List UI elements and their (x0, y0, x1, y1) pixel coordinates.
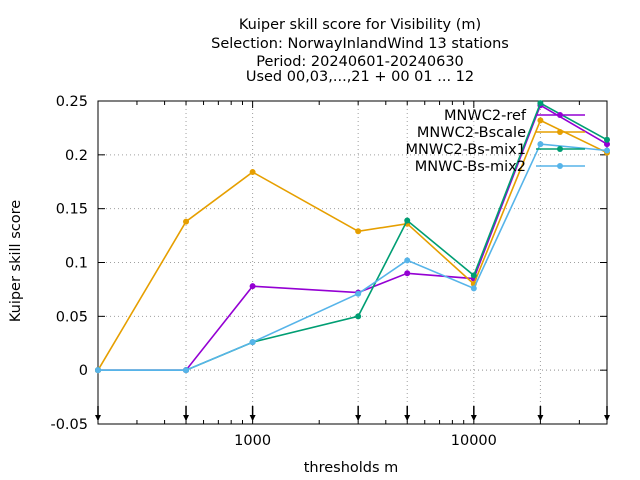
grid-lines (98, 101, 607, 424)
legend-label: MNWC2-Bscale (417, 125, 526, 141)
threshold-arrow-head (537, 415, 544, 421)
x-axis-label: thresholds m (304, 460, 399, 476)
data-point (537, 141, 544, 148)
y-tick-label: -0.05 (50, 417, 88, 433)
data-series (95, 100, 610, 374)
threshold-arrow-head (249, 415, 256, 421)
y-tick-label: 0.25 (56, 94, 88, 110)
data-point (355, 313, 362, 320)
legend: MNWC2-refMNWC2-BscaleMNWC2-Bs-mix1MNWC-B… (406, 108, 585, 175)
data-point (249, 169, 256, 176)
legend-label: MNWC2-ref (444, 108, 527, 124)
x-tick-label: 1000 (234, 433, 271, 449)
title-line-1: Kuiper skill score for Visibility (m) (239, 17, 481, 33)
title-line-2: Selection: NorwayInlandWind 13 stations (211, 36, 509, 52)
x-tick-label: 10000 (451, 433, 497, 449)
y-axis-label: Kuiper skill score (8, 200, 24, 322)
data-point (537, 117, 544, 124)
y-tick-label: 0.2 (65, 148, 88, 164)
plot-border (97, 100, 608, 425)
data-point (249, 283, 256, 290)
data-point (404, 270, 411, 277)
legend-marker (557, 112, 563, 118)
data-point (95, 367, 101, 374)
data-point (404, 217, 411, 224)
y-tick-label: 0.15 (56, 202, 88, 218)
data-point (470, 285, 477, 292)
y-tick-label: 0.1 (65, 256, 88, 272)
legend-label: MNWC-Bs-mix2 (415, 159, 526, 175)
threshold-arrow-head (183, 415, 190, 421)
data-point (183, 367, 190, 374)
y-tick-label: 0.05 (56, 309, 88, 325)
data-point (604, 136, 610, 143)
y-tick-label: 0 (79, 363, 88, 379)
legend-marker (557, 146, 563, 152)
legend-marker (557, 163, 563, 169)
series-line-4 (98, 143, 608, 372)
legend-label: MNWC2-Bs-mix1 (406, 142, 526, 158)
legend-marker (557, 129, 563, 135)
data-point (355, 228, 362, 235)
chart-title: Kuiper skill score for Visibility (m) Se… (211, 17, 509, 85)
data-point (183, 218, 190, 225)
data-point (604, 147, 610, 154)
axes: -0.05 0 0.05 0.1 0.15 0.2 0.25 1000 10000 (50, 94, 610, 449)
data-point (249, 339, 256, 346)
data-point (404, 257, 411, 264)
series-line-1 (98, 104, 608, 372)
threshold-arrow-head (355, 415, 362, 421)
data-point (355, 290, 362, 297)
data-point (604, 141, 610, 148)
threshold-arrow-head (404, 415, 411, 421)
title-line-3: Period: 20240601-20240630 (256, 54, 464, 70)
threshold-arrow-head (470, 415, 477, 421)
data-point (537, 100, 544, 107)
title-line-4: Used 00,03,...,21 + 00 01 ... 12 (246, 69, 474, 85)
series-line-2 (97, 119, 608, 371)
data-point (470, 272, 477, 279)
